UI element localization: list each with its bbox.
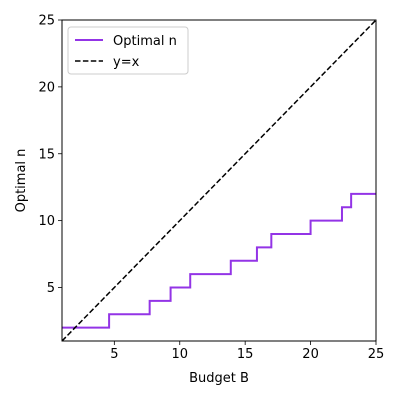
ticks-layer: 5 10 15 20 25 5 10 15 20 25 xyxy=(38,14,384,363)
y-tick-label: 20 xyxy=(38,80,55,95)
legend: Optimal n y=x xyxy=(67,26,189,75)
series-line-optimal-n xyxy=(62,192,376,329)
legend-label: Optimal n xyxy=(113,34,177,49)
y-tick-label: 15 xyxy=(38,147,55,162)
x-tick-label: 20 xyxy=(302,347,319,362)
series-line-y-equals-x xyxy=(62,20,376,341)
x-tick-label: 15 xyxy=(237,347,254,362)
y-tick-label: 25 xyxy=(38,14,55,29)
x-axis-label: Budget B xyxy=(189,371,249,386)
y-tick-label: 5 xyxy=(47,281,55,296)
x-tick-label: 25 xyxy=(368,347,385,362)
x-tick-label: 10 xyxy=(171,347,188,362)
legend-label: y=x xyxy=(113,55,140,70)
axes-frame xyxy=(61,19,377,342)
legend-box xyxy=(67,26,189,75)
y-tick-label: 10 xyxy=(38,214,55,229)
x-tick-label: 5 xyxy=(110,347,118,362)
series-layer xyxy=(62,20,376,341)
y-axis-label: Optimal n xyxy=(14,149,29,213)
